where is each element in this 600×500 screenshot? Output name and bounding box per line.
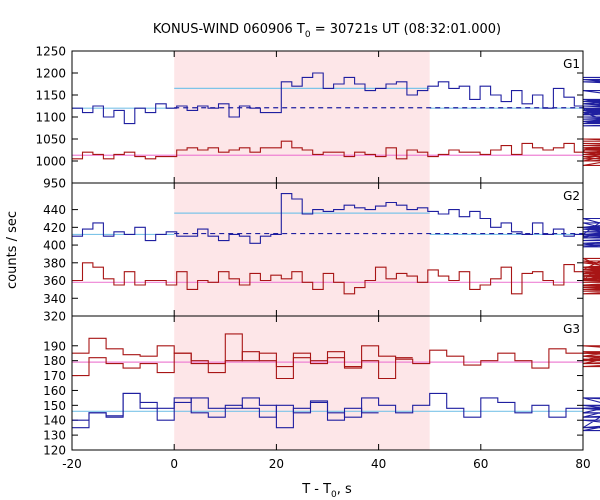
y-tick-label: 190 (43, 339, 66, 353)
y-tick-label: 440 (43, 203, 66, 217)
step-series-upper (72, 392, 379, 429)
y-tick-label: 380 (43, 256, 66, 270)
y-tick-label: 150 (43, 399, 66, 413)
x-tick-label: 80 (575, 457, 590, 471)
step-series-upper (72, 72, 600, 127)
y-tick-label: 1100 (35, 111, 66, 125)
chart-title: KONUS-WIND 060906 T0 = 30721s UT (08:32:… (153, 22, 501, 40)
panel-label: G2 (563, 189, 580, 203)
step-series-lower (72, 138, 600, 166)
panel-label: G1 (563, 57, 580, 71)
x-tick-label: -20 (62, 457, 82, 471)
step-series-lower (72, 333, 600, 380)
burst-interval-highlight (174, 316, 430, 450)
y-tick-label: 180 (43, 354, 66, 368)
step-series-upper (72, 392, 600, 432)
y-tick-label: 340 (43, 292, 66, 306)
y-tick-label: 170 (43, 369, 66, 383)
panels-container: 950100010501100115012001250G132034036038… (35, 45, 600, 471)
y-tick-label: 1150 (35, 89, 66, 103)
panel-label: G3 (563, 322, 580, 336)
x-tick-label: 40 (371, 457, 386, 471)
x-axis-ticks: -20 0 20 40 60 80 (62, 457, 590, 471)
y-tick-label: 1000 (35, 155, 66, 169)
y-tick-label: 120 (43, 444, 66, 458)
x-tick-label: 20 (269, 457, 284, 471)
panel-g2: 320 340 360 380 400 420 440 G2 (43, 182, 600, 324)
panel-g1: 950 1000 1050 1100 1150 1200 1250 G1 (35, 45, 600, 191)
panel-frame (71, 315, 584, 451)
burst-interval-highlight (174, 51, 430, 183)
y-tick-label: 320 (43, 310, 66, 324)
y-tick-label: 1050 (35, 133, 66, 147)
y-tick-label: 160 (43, 384, 66, 398)
step-series-lower (72, 257, 600, 295)
y-tick-label: 1250 (35, 45, 66, 59)
y-tick-label: 140 (43, 414, 66, 428)
x-axis-label: T - T0, s (301, 482, 352, 500)
y-tick-label: 400 (43, 239, 66, 253)
y-axis-label: counts / sec (5, 211, 20, 289)
x-tick-label: 0 (170, 457, 178, 471)
step-series-upper (72, 193, 600, 248)
y-tick-label: 1200 (35, 67, 66, 81)
y-tick-label: 360 (43, 274, 66, 288)
x-tick-label: 60 (473, 457, 488, 471)
y-tick-label: 130 (43, 429, 66, 443)
step-series-lower (72, 351, 413, 380)
y-tick-label: 950 (43, 177, 66, 191)
y-tick-label: 420 (43, 221, 66, 235)
